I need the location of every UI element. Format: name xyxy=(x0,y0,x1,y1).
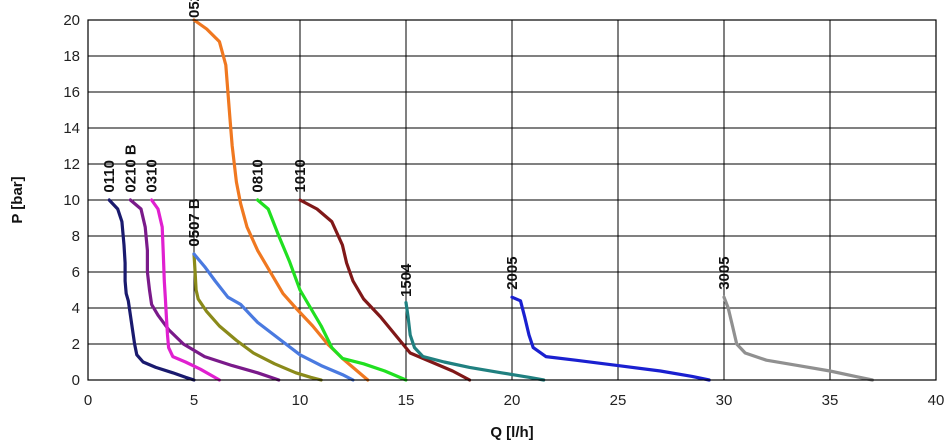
series-line-0110 xyxy=(107,198,196,382)
curve-label-0310: 0310 xyxy=(144,159,161,192)
curve-label-0810: 0810 xyxy=(250,159,267,192)
series-line-2005 xyxy=(510,295,711,382)
x-axis-label: Q [l/h] xyxy=(490,424,533,441)
curve-label-0210-b: 0210 B xyxy=(122,144,139,193)
x-tick-labels: 0 5 10 15 20 25 30 35 40 xyxy=(84,392,945,409)
curve-label-0507: 0507 xyxy=(186,213,203,246)
y-tick-label-3: 6 xyxy=(72,264,80,281)
y-tick-labels: 0 2 4 6 8 10 12 14 16 18 20 xyxy=(63,12,80,389)
series-line-1504 xyxy=(404,301,546,382)
curve-label-2005: 2005 xyxy=(504,256,521,289)
curve-label-3005: 3005 xyxy=(716,256,733,289)
series-line-0507-b xyxy=(192,252,323,382)
y-tick-label-10: 20 xyxy=(63,12,80,29)
series-line-3005 xyxy=(722,295,874,382)
series-group xyxy=(107,18,874,382)
y-axis-label: P [bar] xyxy=(9,176,26,223)
y-tick-label-5: 10 xyxy=(63,192,80,209)
x-tick-label-6: 30 xyxy=(716,392,733,409)
curve-label-1504: 1504 xyxy=(398,263,415,297)
x-tick-label-2: 10 xyxy=(292,392,309,409)
x-tick-label-7: 35 xyxy=(822,392,839,409)
series-line-0310 xyxy=(150,198,221,382)
x-tick-label-8: 40 xyxy=(928,392,945,409)
y-tick-label-7: 14 xyxy=(63,120,80,137)
x-tick-label-4: 20 xyxy=(504,392,521,409)
y-tick-label-1: 2 xyxy=(72,336,80,353)
x-tick-label-1: 5 xyxy=(190,392,198,409)
series-line-0507 xyxy=(192,252,355,382)
y-tick-label-9: 18 xyxy=(63,48,80,65)
y-tick-label-6: 12 xyxy=(63,156,80,173)
curve-label-0110: 0110 xyxy=(101,160,118,193)
x-tick-label-3: 15 xyxy=(398,392,415,409)
series-line-0810 xyxy=(256,198,408,382)
x-tick-label-0: 0 xyxy=(84,392,92,409)
y-tick-label-8: 16 xyxy=(63,84,80,101)
series-line-0520 xyxy=(192,18,370,382)
curve-label-0507-b: 0507 B xyxy=(186,198,203,247)
x-tick-label-5: 25 xyxy=(610,392,627,409)
series-line-1010 xyxy=(298,198,472,382)
y-tick-label-2: 4 xyxy=(72,300,80,317)
grid-lines xyxy=(87,19,937,381)
plot-area-border xyxy=(87,19,937,381)
y-tick-label-0: 0 xyxy=(72,372,80,389)
curve-label-1010: 1010 xyxy=(292,159,309,192)
y-tick-label-4: 8 xyxy=(72,228,80,245)
series-line-0210-b xyxy=(128,198,281,382)
curve-label-0520: 0520 xyxy=(186,0,203,18)
